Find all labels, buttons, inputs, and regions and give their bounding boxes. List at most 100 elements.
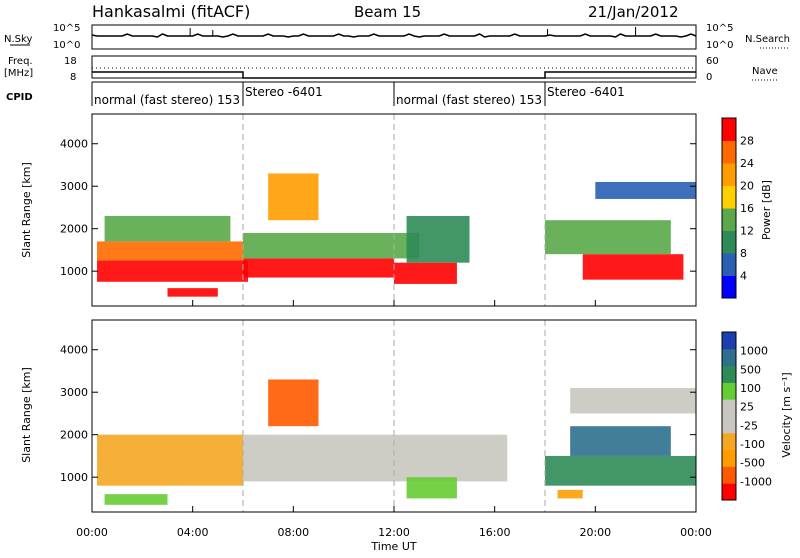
scatter-region (104, 215, 231, 242)
scatter-region (243, 434, 508, 482)
freq-trace (92, 67, 696, 79)
y-tick-label: 4000 (60, 344, 88, 357)
nsky-tick-high: 10^5 (53, 23, 80, 34)
x-tick-label: 00:00 (680, 526, 712, 539)
date-title: 21/Jan/2012 (588, 3, 679, 21)
x-tick-label: 20:00 (579, 526, 611, 539)
scatter-region (243, 232, 420, 259)
scatter-region (406, 215, 470, 263)
power-colorbar: 4 8 12 16 20 24 28 (721, 117, 754, 299)
power-cbar-tick: 16 (740, 202, 754, 215)
scatter-region (570, 387, 696, 414)
colorbar-segment (722, 163, 736, 186)
colorbar-segment (722, 483, 736, 501)
cpid-segment-label: Stereo -6401 (547, 85, 625, 99)
colorbar-segment (722, 399, 736, 417)
colorbar-segment (722, 275, 736, 299)
colorbar-frame (721, 117, 737, 299)
cpid-segment-label: normal (fast stereo) 153 (94, 93, 240, 107)
nsky-right-tick-high: 10^5 (706, 23, 733, 34)
x-axis-label: Time UT (370, 540, 416, 553)
freq-tick-high: 18 (64, 56, 77, 67)
freq-line (92, 71, 696, 79)
scatter-region (545, 220, 671, 255)
nsky-trace (91, 27, 697, 38)
y-tick-label: 3000 (60, 180, 88, 193)
scatter-region (557, 489, 583, 499)
scatter-region (406, 477, 457, 499)
colorbar-segment (722, 466, 736, 484)
colorbar-segment (722, 332, 736, 350)
panel-border (91, 113, 697, 307)
cpid-label: CPID (6, 92, 33, 103)
colorbar-segment (722, 118, 736, 141)
nsky-panel (91, 24, 697, 50)
nsky-tick-low: 10^0 (53, 40, 80, 51)
velocity-cbar-tick: -100 (740, 438, 765, 451)
nsky-right-tick-low: 10^0 (706, 40, 733, 51)
velocity-cbar-label: Velocity [m s⁻¹] (780, 372, 793, 457)
colorbar-segment (722, 140, 736, 164)
scatter-region (268, 379, 319, 427)
freq-tick-low: 8 (70, 72, 76, 83)
nave-tick-low: 0 (706, 72, 712, 83)
velocity-ylabel: Slant Range [km] (20, 367, 33, 463)
velocity-colorbar: 1000 500 100 25 -25 -100 -500 -1000 (721, 331, 772, 501)
power-ylabel: Slant Range [km] (20, 162, 33, 258)
y-tick-label: 2000 (60, 429, 88, 442)
scatter-region (104, 494, 168, 505)
velocity-cbar-tick: -500 (740, 457, 765, 470)
cpid-segment-label: Stereo -6401 (245, 85, 323, 99)
y-tick-label: 1000 (60, 265, 88, 278)
scatter-region (394, 262, 457, 284)
scatter-region (545, 455, 696, 486)
colorbar-segment (722, 185, 736, 209)
station-title: Hankasalmi (fitACF) (92, 2, 250, 21)
colorbar-segment (722, 230, 736, 254)
y-tick-label: 1000 (60, 471, 88, 484)
freq-label-2: [MHz] (4, 68, 33, 79)
power-cbar-tick: 4 (740, 270, 747, 283)
colorbar-segment (722, 382, 736, 400)
power-cbar-tick: 12 (740, 225, 754, 238)
nsearch-label: N.Search (745, 34, 790, 45)
x-axis-ticks: 00:00 04:00 08:00 12:00 16:00 20:00 00:00 (76, 526, 712, 539)
scatter-region (97, 434, 244, 486)
y-tick-label: 4000 (60, 138, 88, 151)
freq-label-1: Freq. (8, 56, 33, 67)
velocity-cbar-tick: 100 (740, 382, 761, 395)
cpid-segment-label: normal (fast stereo) 153 (396, 93, 542, 107)
y-tick-label: 2000 (60, 223, 88, 236)
velocity-cbar-tick: 25 (740, 401, 754, 414)
power-cbar-tick: 20 (740, 180, 754, 193)
velocity-panel: 1000 2000 3000 4000 (60, 319, 697, 513)
nave-tick-high: 60 (706, 56, 719, 67)
nsky-label: N.Sky (4, 34, 32, 45)
colorbar-segment (722, 348, 736, 367)
x-tick-label: 16:00 (479, 526, 511, 539)
power-cbar-label: Power [dB] (760, 180, 773, 240)
x-tick-label: 00:00 (76, 526, 108, 539)
scatter-region (595, 181, 696, 199)
colorbar-segment (722, 449, 736, 467)
velocity-cbar-tick: 500 (740, 363, 761, 376)
scatter-region (268, 173, 319, 221)
y-tick-label: 3000 (60, 386, 88, 399)
power-cbar-tick: 8 (740, 247, 747, 260)
colorbar-segment (722, 253, 736, 276)
power-cbar-tick: 28 (740, 135, 754, 148)
colorbar-frame (721, 331, 737, 501)
freq-panel (91, 55, 697, 79)
power-cbar-tick: 24 (740, 157, 754, 170)
velocity-cbar-tick: 1000 (740, 345, 768, 358)
scatter-region (582, 254, 684, 280)
x-tick-label: 12:00 (378, 526, 410, 539)
colorbar-segment (722, 416, 736, 434)
nsky-line (91, 33, 697, 38)
colorbar-segment (722, 208, 736, 231)
scatter-region (97, 241, 244, 261)
nave-label: Nave (752, 66, 778, 77)
colorbar-segment (722, 432, 736, 451)
